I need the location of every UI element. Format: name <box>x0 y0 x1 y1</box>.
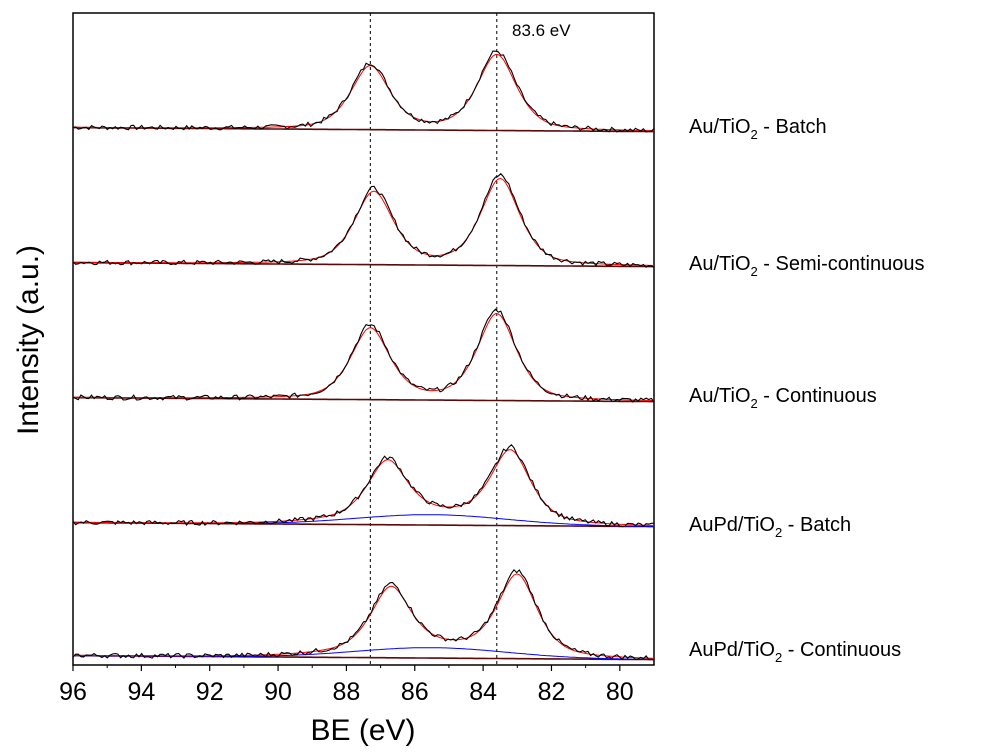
x-tick-label-80: 80 <box>606 678 634 706</box>
series-5-label: AuPd/TiO2 - Continuous <box>689 639 901 665</box>
series-2-fit-line <box>73 177 655 266</box>
series-4 <box>72 444 655 528</box>
series-2-label: Au/TiO2 - Semi-continuous <box>689 253 924 279</box>
series-3-fit-line <box>73 313 654 401</box>
series-3-raw-line <box>72 308 655 403</box>
series-3-background-line <box>73 396 654 403</box>
series-1-raw-line <box>72 50 655 133</box>
x-tick-label-88: 88 <box>333 678 361 706</box>
x-tick-label-84: 84 <box>469 678 497 706</box>
plot-frame <box>72 12 655 666</box>
x-tick-label-94: 94 <box>127 678 155 706</box>
x-tick-label-82: 82 <box>538 678 566 706</box>
series-5-raw-line <box>72 568 655 661</box>
x-tick-label-92: 92 <box>196 678 224 706</box>
series-2 <box>72 172 655 268</box>
series-4-label: AuPd/TiO2 - Batch <box>689 514 851 540</box>
series-1 <box>72 50 655 133</box>
series-3 <box>72 308 655 403</box>
x-tick-label-86: 86 <box>401 678 429 706</box>
series-1-fit-line <box>73 53 655 132</box>
series-2-raw-line <box>72 172 655 268</box>
series-4-fit-line <box>73 449 655 526</box>
peak-annotation: 83.6 eV <box>512 21 571 40</box>
x-tick-label-96: 96 <box>59 678 87 706</box>
series-2-background-line <box>73 261 654 268</box>
series-5 <box>72 568 655 661</box>
y-axis-title: Intensity (a.u.) <box>12 245 45 435</box>
x-axis-title: BE (eV) <box>310 714 415 747</box>
series-4-raw-line <box>72 444 655 528</box>
x-tick-label-90: 90 <box>264 678 292 706</box>
series-1-label: Au/TiO2 - Batch <box>689 116 827 142</box>
series-3-label: Au/TiO2 - Continuous <box>689 385 877 411</box>
